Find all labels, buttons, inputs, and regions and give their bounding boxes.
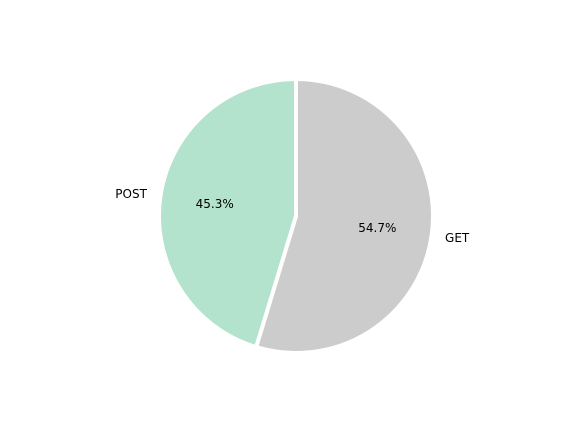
slice-label-get: GET: [445, 231, 470, 245]
slice-percent-post: 45.3%: [196, 197, 234, 211]
pie-slice-post: [157, 76, 298, 350]
slice-label-post: POST: [115, 187, 147, 201]
pie-slice-get: [253, 76, 435, 355]
slice-percent-get: 54.7%: [358, 221, 396, 235]
pie-labels: GET 54.7% POST 45.3%: [115, 187, 470, 245]
pie-slices: [157, 76, 435, 355]
